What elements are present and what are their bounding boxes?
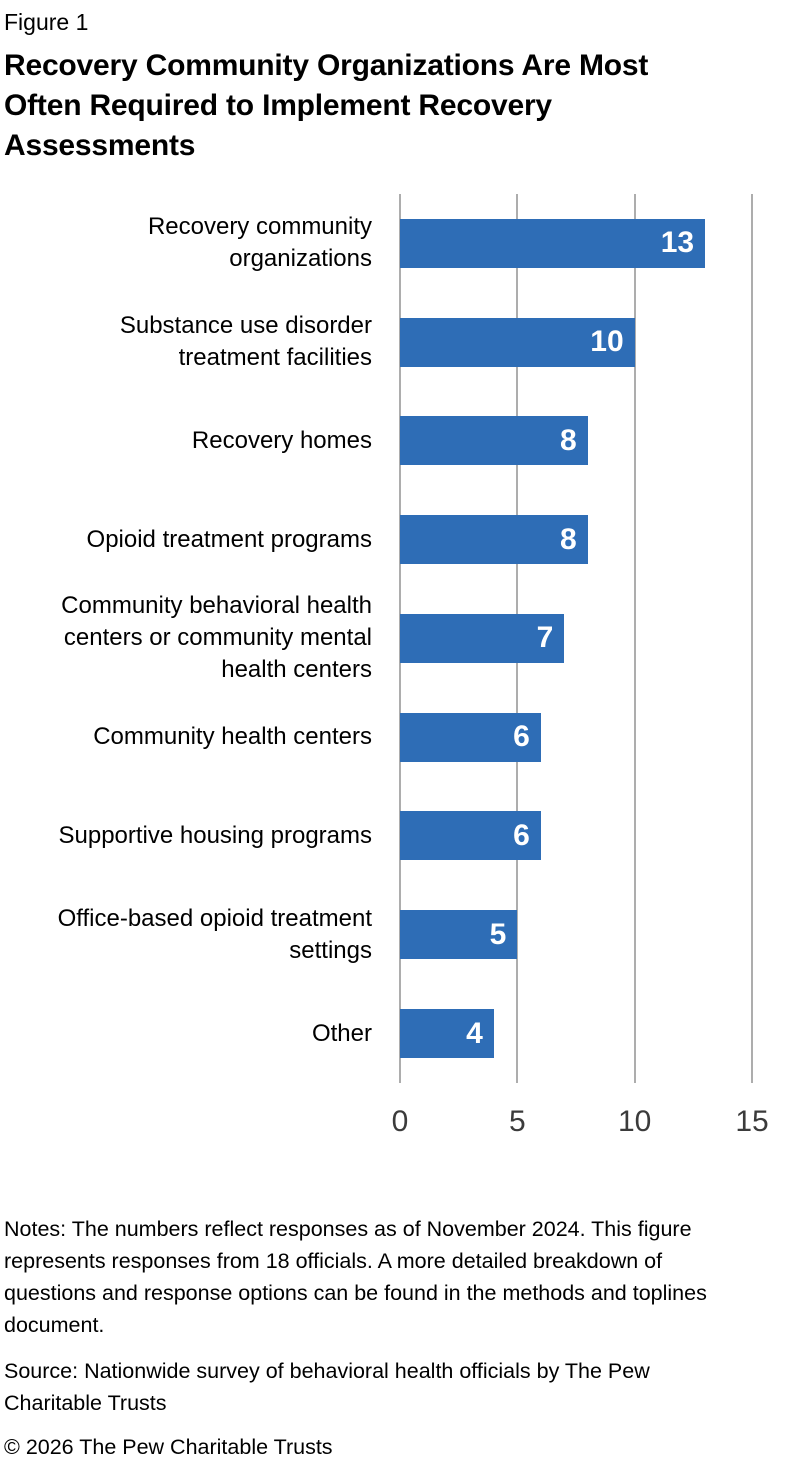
bar: 8 xyxy=(400,515,588,565)
x-axis-tick-label: 0 xyxy=(391,1105,409,1138)
bar: 7 xyxy=(400,613,565,663)
category-label: Office-based opioid treatment settings xyxy=(57,904,372,964)
bar: 10 xyxy=(400,317,635,367)
bar-value-label: 8 xyxy=(560,522,577,556)
category-label: Opioid treatment programs xyxy=(86,525,372,553)
category-label: Other xyxy=(311,1019,372,1047)
chart-plot-area: Recovery community organizations 13 Substa… xyxy=(4,194,788,1083)
category-label: Recovery homes xyxy=(191,426,372,454)
x-axis-tick-label: 15 xyxy=(735,1105,769,1138)
bar-track: 7 xyxy=(400,613,752,663)
chart-row: Office-based opioid treatment settings 5 xyxy=(4,885,788,984)
chart-row: Recovery homes 8 xyxy=(4,392,788,491)
copyright-text: © 2026 The Pew Charitable Trusts xyxy=(4,1435,333,1459)
bar-track: 5 xyxy=(400,910,752,960)
category-label: Recovery community organizations xyxy=(147,213,372,273)
bar-value-label: 7 xyxy=(536,621,554,655)
category-label: Community health centers xyxy=(93,723,372,751)
category-label: Supportive housing programs xyxy=(58,821,372,849)
source-text: Source: Nationwide survey of behavioral … xyxy=(4,1359,650,1415)
bar-track: 13 xyxy=(400,218,752,268)
category-label: Substance use disorder treatment facilit… xyxy=(119,312,372,372)
chart-row: Other 4 xyxy=(4,984,788,1083)
bar-track: 6 xyxy=(400,712,752,762)
bar-value-label: 8 xyxy=(560,423,577,457)
bar: 5 xyxy=(400,910,518,960)
chart-title: Recovery Community Organizations Are Mos… xyxy=(4,49,649,162)
bar: 13 xyxy=(400,218,706,268)
bar-value-label: 5 xyxy=(489,917,507,951)
bar-value-label: 6 xyxy=(513,818,530,852)
x-axis: 0 5 10 15 xyxy=(392,1083,769,1143)
chart-row: Community behavioral health centers or c… xyxy=(4,589,788,688)
bar-value-label: 4 xyxy=(466,1016,483,1050)
bar: 6 xyxy=(400,811,541,861)
x-axis-tick-label: 10 xyxy=(617,1105,652,1138)
chart-row: Supportive housing programs 6 xyxy=(4,787,788,886)
bar-value-label: 6 xyxy=(513,720,530,754)
gridline xyxy=(633,194,636,1083)
notes-text: Notes: The numbers reflect responses as … xyxy=(4,1217,707,1337)
bar-track: 6 xyxy=(400,811,752,861)
figure-label: Figure 1 xyxy=(4,9,89,35)
chart-row: Recovery community organizations 13 xyxy=(4,194,788,293)
bar: 4 xyxy=(400,1009,494,1058)
bar-chart: Recovery community organizations 13 Substa… xyxy=(4,194,788,1143)
bar-value-label: 13 xyxy=(660,226,695,260)
bar-track: 8 xyxy=(400,515,752,565)
category-label: Community behavioral health centers or c… xyxy=(61,592,372,684)
bar-value-label: 10 xyxy=(590,325,624,359)
chart-row: Community health centers 6 xyxy=(4,688,788,787)
chart-row: Opioid treatment programs 8 xyxy=(4,490,788,589)
gridline xyxy=(751,194,753,1083)
bar-track: 8 xyxy=(400,416,752,466)
bar-track: 10 xyxy=(400,317,752,367)
chart-row: Substance use disorder treatment facilit… xyxy=(4,293,788,392)
bar: 8 xyxy=(400,416,588,466)
bar: 6 xyxy=(400,712,541,762)
bar-track: 4 xyxy=(400,1009,752,1058)
x-axis-tick-label: 5 xyxy=(508,1105,526,1138)
